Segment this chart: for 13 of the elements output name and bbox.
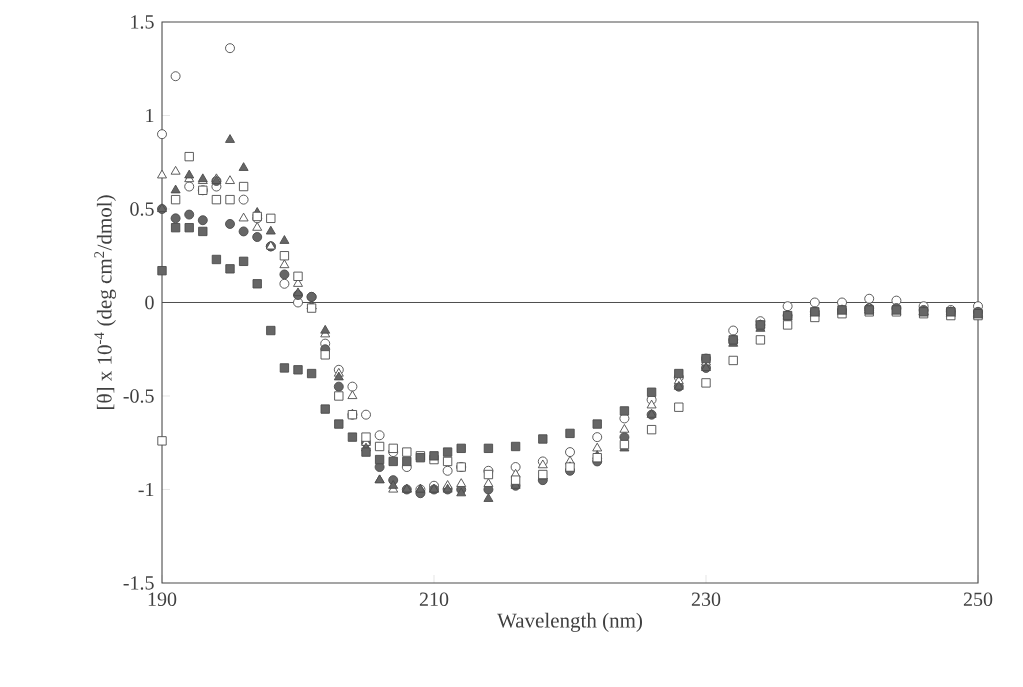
y-tick-label: 1 (146, 108, 154, 123)
y-tick-label: -1.5 (123, 576, 154, 590)
y-tick-label: 1.5 (131, 15, 154, 29)
y-tick-label: -0.5 (123, 389, 154, 403)
y-axis-title: [θ] x 10$^{-4}$ (deg cm$^{2}$/dmol) (94, 195, 116, 409)
x-tick-label: 230 (691, 592, 721, 607)
x-axis-title: Wavelength (nm) (497, 612, 643, 632)
x-tick-label: 190 (148, 592, 177, 607)
y-tick-label: 0.5 (130, 202, 154, 216)
y-tick-label: -1 (138, 482, 154, 497)
x-tick-label: 250 (963, 592, 993, 607)
x-tick-label: 210 (419, 592, 449, 607)
y-tick-label: 0 (145, 295, 154, 310)
